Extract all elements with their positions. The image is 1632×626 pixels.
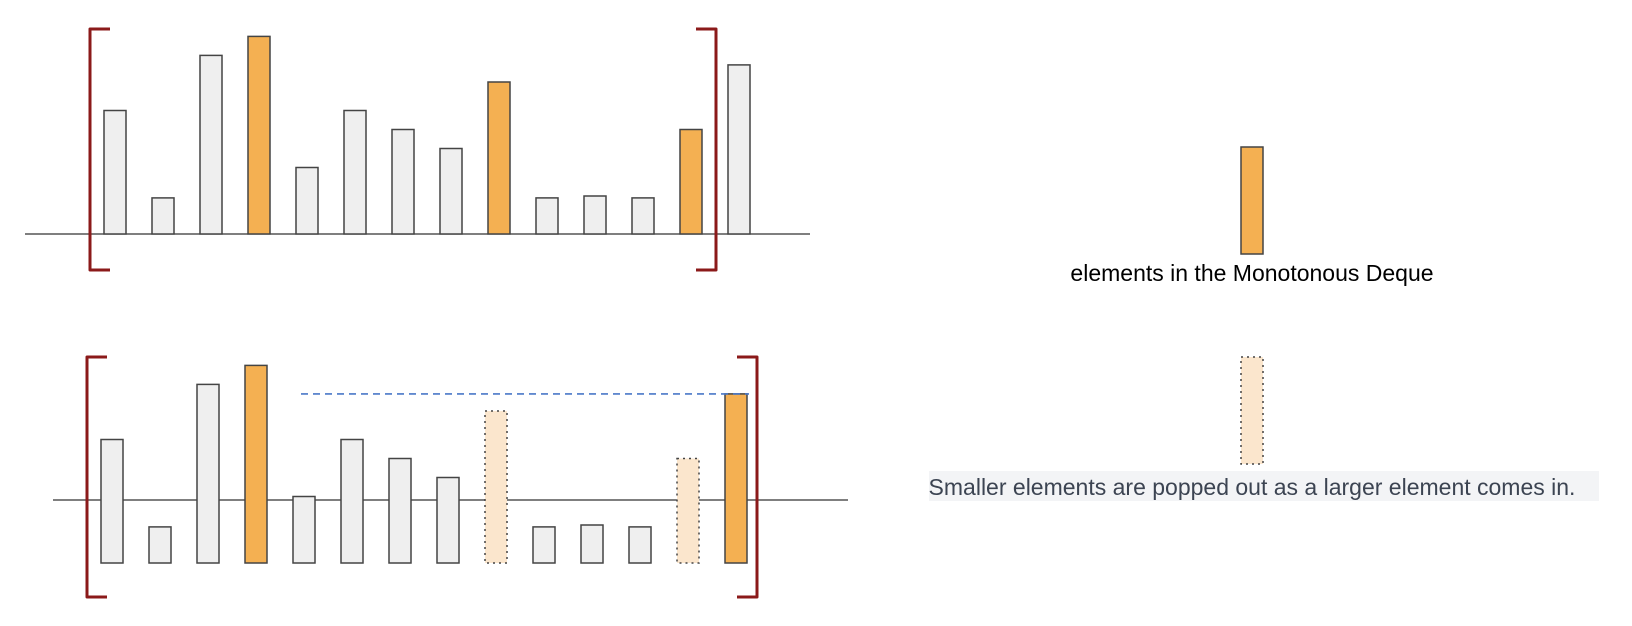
- legend: elements in the Monotonous Deque Smaller…: [929, 146, 1599, 501]
- bottom-panel-bar: [100, 438, 124, 564]
- bottom-panel-bar: [148, 526, 172, 564]
- bottom-panel-popped-bar: [484, 410, 508, 564]
- top-panel-bar: [151, 197, 175, 235]
- legend-popped-label-background: [929, 471, 1599, 501]
- legend-deque-label: elements in the Monotonous Deque: [1070, 260, 1433, 286]
- top-panel-bar: [199, 54, 223, 235]
- top-panel-bar: [343, 109, 367, 235]
- top-panel-bar: [535, 197, 559, 235]
- top-panel-bar: [631, 197, 655, 235]
- legend-popped-label: Smaller elements are popped out as a lar…: [929, 474, 1576, 500]
- bottom-panel-bar: [340, 438, 364, 564]
- bottom-panel-bar: [532, 526, 556, 564]
- legend-popped-swatch: [1240, 356, 1264, 465]
- top-panel-deque-bar: [247, 35, 271, 235]
- bottom-panel-bar: [436, 476, 460, 564]
- bottom-panel-bar: [292, 495, 316, 564]
- top-panel-bar: [439, 147, 463, 235]
- top-panel-bar: [295, 166, 319, 235]
- bottom-panel-bar: [388, 457, 412, 564]
- top-panel-deque-bar: [487, 81, 511, 235]
- bottom-panel-window-right-bracket: [737, 355, 759, 599]
- top-panel-bar: [103, 109, 127, 235]
- bottom-panel-bar: [580, 524, 604, 564]
- bottom-panel-popped-bar: [676, 457, 700, 564]
- legend-deque-swatch: [1240, 146, 1264, 255]
- top-panel: [25, 27, 810, 272]
- top-panel-bar: [391, 128, 415, 235]
- top-panel-window-left-bracket: [88, 27, 110, 272]
- top-panel-window-right-bracket: [696, 27, 718, 272]
- top-panel-bar: [583, 195, 607, 235]
- bottom-panel: [53, 355, 848, 599]
- bottom-panel-deque-bar: [724, 393, 748, 564]
- top-panel-deque-bar: [679, 128, 703, 235]
- bottom-panel-deque-bar: [244, 364, 268, 564]
- bottom-panel-bar: [196, 383, 220, 564]
- top-panel-bar: [727, 64, 751, 235]
- bottom-panel-window-left-bracket: [85, 355, 107, 599]
- bottom-panel-bar: [628, 526, 652, 564]
